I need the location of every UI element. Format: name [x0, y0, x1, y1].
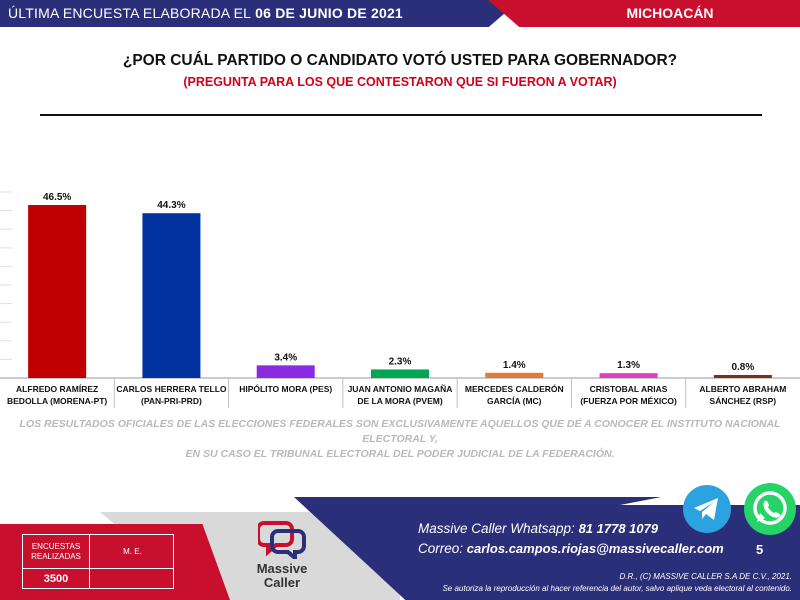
- category-label: MERCEDES CALDERÓN: [465, 383, 564, 394]
- category-label: JUAN ANTONIO MAGAÑA: [348, 384, 453, 394]
- disclaimer: LOS RESULTADOS OFICIALES DE LAS ELECCION…: [0, 417, 800, 462]
- email-label: Correo:: [418, 541, 464, 556]
- logo-mark-icon: [258, 521, 306, 559]
- telegram-icon[interactable]: [683, 485, 731, 533]
- title-divider: [40, 114, 762, 116]
- data-label: 1.3%: [617, 360, 640, 371]
- logo-text-1: Massive: [256, 561, 308, 576]
- header-state-band: [488, 0, 800, 27]
- category-label: CRISTOBAL ARIAS: [590, 384, 668, 394]
- survey-info-table: ENCUESTAS REALIZADAS M. E. 3500: [22, 534, 174, 589]
- disclaimer-line-1: LOS RESULTADOS OFICIALES DE LAS ELECCION…: [19, 418, 781, 445]
- whatsapp-number[interactable]: 81 1778 1079: [578, 521, 659, 536]
- disclaimer-line-2: EN SU CASO EL TRIBUNAL ELECTORAL DEL POD…: [185, 448, 615, 460]
- surveys-value: 3500: [43, 573, 69, 585]
- bar: [485, 372, 544, 378]
- surveys-header: ENCUESTAS REALIZADAS: [31, 542, 81, 561]
- results-bar-chart: 46.5% ALFREDO RAMÍREZ BEDOLLA (MORENA-PT) 4…: [0, 191, 800, 408]
- category-label: ALFREDO RAMÍREZ: [16, 384, 98, 394]
- header-band: [0, 0, 520, 27]
- margin-error-value: [90, 569, 175, 589]
- data-label: 3.4%: [274, 352, 297, 363]
- table-divider: [89, 535, 90, 588]
- category-label: GARCÍA (MC): [487, 396, 542, 406]
- category-label: CARLOS HERRERA TELLO: [116, 384, 227, 394]
- footer-red-shape: [0, 524, 230, 600]
- data-label: 2.3%: [389, 356, 412, 367]
- data-label: 46.5%: [43, 192, 71, 203]
- table-divider: [23, 568, 173, 569]
- legal-copyright: D.R., (C) MASSIVE CALLER S.A DE C.V., 20…: [619, 572, 793, 581]
- email-contact: Correo: carlos.campos.riojas@massivecall…: [418, 541, 724, 556]
- email-link[interactable]: carlos.campos.riojas@massivecaller.com: [466, 541, 724, 556]
- bar: [142, 213, 201, 378]
- legal-notice: Se autoriza la reproducción al hacer ref…: [442, 584, 792, 593]
- bar: [28, 205, 87, 378]
- question-subtitle: (PREGUNTA PARA LOS QUE CONTESTARON QUE S…: [183, 75, 617, 89]
- category-label: SÁNCHEZ (RSP): [710, 396, 777, 406]
- survey-date: ÚLTIMA ENCUESTA ELABORADA EL 06 DE JUNIO …: [8, 5, 403, 21]
- state-name: MICHOACÁN: [626, 5, 714, 21]
- category-label: BEDOLLA (MORENA-PT): [7, 396, 107, 406]
- question-title: ¿POR CUÁL PARTIDO O CANDIDATO VOTÓ USTED…: [122, 52, 678, 69]
- category-label: ALBERTO ABRAHAM: [699, 384, 786, 394]
- whatsapp-label: Massive Caller Whatsapp:: [418, 521, 575, 536]
- whatsapp-icon[interactable]: [743, 482, 797, 536]
- data-label: 44.3%: [157, 200, 185, 211]
- bar: [713, 375, 772, 378]
- category-label: DE LA MORA (PVEM): [357, 396, 442, 406]
- massive-caller-logo: Massive Caller: [250, 519, 314, 595]
- category-label: HIPÓLITO MORA (PES): [239, 383, 332, 394]
- logo-text-2: Caller: [263, 575, 301, 590]
- page-number: 5: [756, 542, 764, 557]
- category-label: (PAN-PRI-PRD): [141, 396, 202, 406]
- category-label: (FUERZA POR MÉXICO): [580, 396, 677, 406]
- data-label: 1.4%: [503, 360, 526, 371]
- bar: [371, 369, 429, 378]
- margin-error-header: M. E.: [123, 547, 142, 556]
- survey-date-prefix: ÚLTIMA ENCUESTA ELABORADA EL: [8, 5, 252, 21]
- data-label: 0.8%: [731, 362, 754, 373]
- bar: [599, 373, 658, 378]
- survey-date-value: 06 DE JUNIO DE 2021: [255, 5, 403, 21]
- whatsapp-contact: Massive Caller Whatsapp: 81 1778 1079: [418, 521, 658, 536]
- bar: [256, 365, 315, 378]
